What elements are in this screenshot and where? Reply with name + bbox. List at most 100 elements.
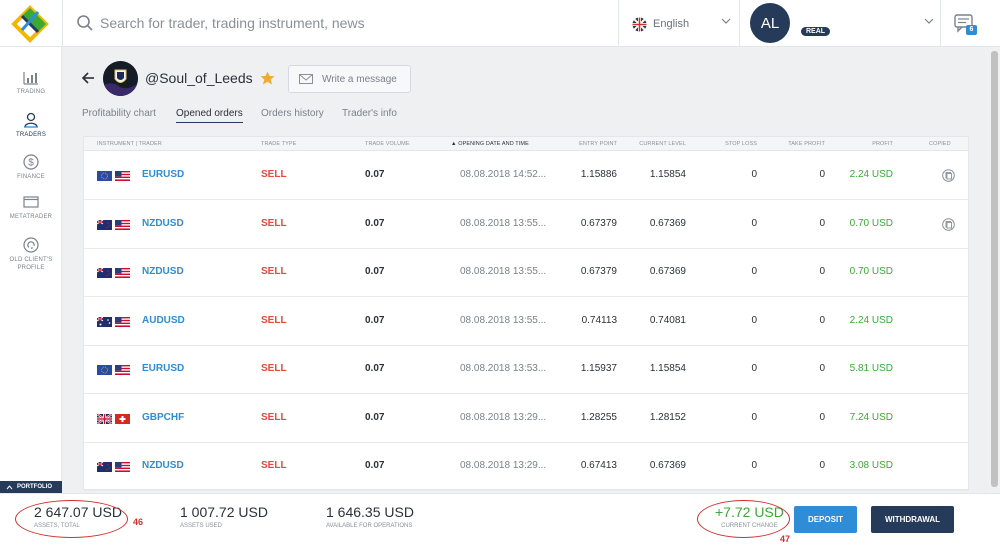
logo-icon[interactable] — [10, 4, 50, 44]
header-divider — [940, 0, 941, 47]
entry-point: 0.67413 — [580, 460, 617, 471]
trade-type: SELL — [261, 460, 287, 471]
search-input[interactable] — [100, 12, 600, 34]
trade-type: SELL — [261, 411, 287, 423]
column-header-take-profit[interactable]: TAKE PROFIT — [788, 141, 825, 147]
language-selector[interactable]: English — [632, 14, 689, 34]
instrument-link[interactable]: NZDUSD — [142, 217, 184, 229]
sidebar-item-label: TRADING — [16, 89, 46, 95]
sidebar-item-old-profile[interactable]: OLD CLIENT'S PROFILE — [0, 237, 62, 272]
tab-opened-orders[interactable]: Opened orders — [176, 108, 243, 123]
write-message-button[interactable]: Write a message — [288, 65, 411, 93]
trade-volume: 0.07 — [365, 169, 385, 180]
assets-used-label: ASSETS USED — [180, 523, 223, 529]
sidebar-item-metatrader[interactable]: METATRADER — [0, 196, 62, 221]
column-header-entry-point[interactable]: ENTRY POINT — [579, 141, 617, 147]
stop-loss: 0 — [751, 460, 757, 471]
current-level: 0.67369 — [649, 217, 686, 229]
column-header-stop-loss[interactable]: STOP LOSS — [725, 141, 757, 147]
take-profit: 0 — [819, 266, 825, 277]
opening-date: 08.08.2018 13:55... — [460, 314, 547, 326]
au-flag-icon — [97, 316, 112, 327]
instrument-link[interactable]: AUDUSD — [142, 314, 185, 326]
chevron-down-icon[interactable] — [924, 17, 934, 25]
column-header-label: OPENING DATE AND TIME — [458, 141, 529, 147]
user-avatar[interactable]: AL — [750, 3, 790, 43]
currency-flags — [97, 365, 130, 375]
take-profit: 0 — [819, 460, 825, 471]
instrument-link[interactable]: GBPCHF — [142, 411, 185, 423]
currency-flags — [97, 462, 130, 472]
chat-icon[interactable] — [954, 13, 976, 35]
column-header-opening-date[interactable]: ▲ OPENING DATE AND TIME — [451, 141, 529, 147]
column-header-copied[interactable]: COPIED — [929, 141, 951, 147]
instrument-link[interactable]: EURUSD — [142, 169, 185, 180]
column-header-current-level[interactable]: CURRENT LEVEL — [639, 141, 686, 147]
portfolio-tab[interactable]: PORTFOLIO — [0, 481, 62, 493]
table-row[interactable]: NZDUSD SELL 0.07 08.08.2018 13:55... 0.67379… — [84, 249, 968, 297]
table-header: INSTRUMENT | TRADER TRADE TYPE TRADE VOL… — [84, 137, 968, 151]
trader-avatar[interactable] — [103, 61, 138, 96]
traders-icon — [24, 112, 38, 128]
assets-used: 1 007.72 USD ASSETS USED — [180, 504, 268, 529]
take-profit: 0 — [819, 363, 825, 374]
header-divider — [739, 0, 740, 47]
currency-flags — [97, 171, 130, 181]
copied-icon[interactable] — [942, 217, 955, 231]
chart-icon — [23, 72, 38, 85]
table-row[interactable]: EURUSD SELL 0.07 08.08.2018 13:53... 1.15937… — [84, 346, 968, 394]
sidebar-item-traders[interactable]: TRADERS — [0, 112, 62, 139]
take-profit: 0 — [819, 314, 825, 326]
column-header-trade-type[interactable]: TRADE TYPE — [261, 141, 297, 147]
stop-loss: 0 — [751, 411, 757, 423]
tab-traders-info[interactable]: Trader's info — [342, 108, 397, 119]
table-row[interactable]: AUDUSD SELL 0.07 08.08.2018 13:55... 0.74113… — [84, 298, 968, 346]
instrument-link[interactable]: NZDUSD — [142, 460, 184, 471]
copied-icon[interactable] — [942, 169, 955, 182]
instrument-link[interactable]: EURUSD — [142, 363, 185, 374]
trade-type: SELL — [261, 169, 287, 180]
table-row[interactable]: NZDUSD SELL 0.07 08.08.2018 13:55... 0.67379… — [84, 201, 968, 249]
table-row[interactable]: GBPCHF SELL 0.07 08.08.2018 13:29... 1.28255… — [84, 395, 968, 443]
account-type-badge: REAL — [801, 27, 831, 36]
table-row[interactable]: EURUSD SELL 0.07 08.08.2018 14:52... 1.15886… — [84, 152, 968, 200]
available-for-operations: 1 646.35 USD AVAILABLE FOR OPERATIONS — [326, 504, 414, 529]
us-flag-icon — [115, 268, 130, 278]
column-header-profit[interactable]: PROFIT — [872, 141, 893, 147]
trade-volume: 0.07 — [365, 411, 385, 423]
tab-orders-history[interactable]: Orders history — [261, 108, 324, 119]
monitor-icon — [23, 196, 39, 208]
table-row[interactable]: NZDUSD SELL 0.07 08.08.2018 13:29... 0.67413… — [84, 443, 968, 491]
trade-type: SELL — [261, 314, 287, 326]
scrollbar-thumb[interactable] — [991, 51, 998, 487]
instrument-link[interactable]: NZDUSD — [142, 266, 184, 277]
opening-date: 08.08.2018 13:55... — [460, 266, 547, 277]
column-header-instrument[interactable]: INSTRUMENT | TRADER — [97, 141, 162, 147]
nz-flag-icon — [97, 462, 112, 472]
trade-volume: 0.07 — [365, 460, 385, 471]
star-icon[interactable] — [260, 71, 275, 85]
entry-point: 0.74113 — [581, 314, 617, 326]
entry-point: 1.28255 — [580, 411, 617, 423]
nz-flag-icon — [97, 219, 112, 230]
us-flag-icon — [115, 316, 130, 327]
sidebar-item-trading[interactable]: TRADING — [0, 71, 62, 96]
sidebar-item-finance[interactable]: $ FINANCE — [0, 154, 62, 181]
available-label: AVAILABLE FOR OPERATIONS — [326, 523, 413, 529]
back-arrow-icon[interactable] — [82, 72, 95, 84]
column-header-trade-volume[interactable]: TRADE VOLUME — [365, 141, 410, 147]
withdrawal-button[interactable]: WITHDRAWAL — [871, 506, 954, 533]
scrollbar[interactable] — [989, 47, 1000, 493]
deposit-button[interactable]: DEPOSIT — [794, 506, 857, 533]
tab-profitability-chart[interactable]: Profitability chart — [82, 108, 156, 119]
portfolio-footer: 2 647.07 USD ASSETS, TOTAL 46 1 007.72 U… — [0, 493, 1000, 550]
stop-loss: 0 — [751, 363, 757, 374]
entry-point: 1.15937 — [580, 363, 617, 374]
chevron-down-icon[interactable] — [721, 17, 731, 25]
sidebar: TRADING TRADERS $ FINANCE METATRADER OLD… — [0, 47, 62, 493]
profile-icon — [23, 237, 39, 253]
trade-volume: 0.07 — [365, 363, 385, 374]
sidebar-item-label: OLD CLIENT'S PROFILE — [9, 257, 53, 271]
current-level: 1.15854 — [649, 169, 686, 180]
take-profit: 0 — [819, 217, 825, 229]
